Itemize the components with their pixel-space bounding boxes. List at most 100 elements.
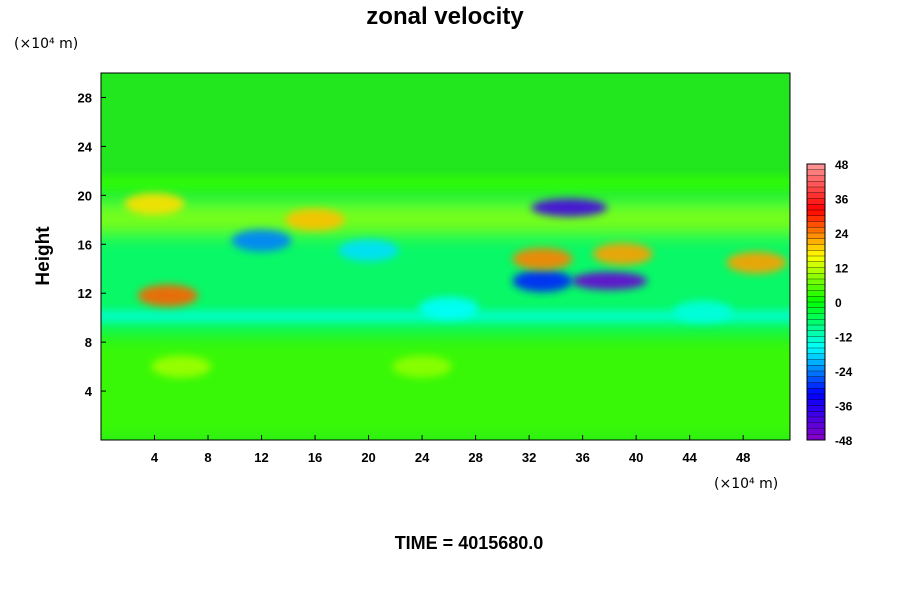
field-band-4 — [101, 337, 790, 440]
field-band-3 — [101, 202, 790, 235]
colorbar-segment — [806, 307, 826, 314]
colorbar-segment — [806, 232, 826, 240]
colorbar-segment — [806, 175, 826, 182]
colorbar-segment — [806, 169, 826, 176]
colorbar-tick-label: 12 — [835, 262, 849, 276]
colorbar — [806, 163, 826, 441]
x-unit-label: (×10⁴ m) — [714, 476, 778, 492]
colorbar-segment — [806, 290, 826, 297]
heatmap-field — [101, 73, 790, 440]
x-tick-label: 48 — [736, 450, 750, 465]
y-tick-label: 4 — [85, 384, 93, 399]
colorbar-tick-label: -36 — [835, 400, 853, 414]
colorbar-segment — [806, 376, 826, 383]
colorbar-tick-label: -12 — [835, 331, 853, 345]
colorbar-segment — [806, 319, 826, 326]
colorbar-segment — [806, 181, 826, 188]
colorbar-segment — [806, 301, 826, 309]
colorbar-segment — [806, 393, 826, 401]
colorbar-segment — [806, 330, 826, 337]
time-label: TIME = 4015680.0 — [395, 533, 544, 553]
field-feature-0 — [531, 198, 608, 217]
colorbar-tick-label: -48 — [835, 434, 853, 448]
colorbar-segment — [806, 244, 826, 251]
y-axis-label: Height — [33, 226, 54, 286]
colorbar-segment — [806, 342, 826, 349]
x-tick-label: 20 — [361, 450, 375, 465]
colorbar-segment — [806, 382, 826, 389]
colorbar-segment — [806, 434, 826, 441]
colorbar-segment — [806, 296, 826, 303]
field-feature-7 — [137, 284, 198, 307]
colorbar-segment — [806, 250, 826, 257]
colorbar-segment — [806, 278, 826, 286]
x-tick-label: 36 — [575, 450, 589, 465]
heatmap-features — [101, 175, 790, 440]
field-feature-9 — [231, 229, 292, 252]
colorbar-ticks: 48 36 24 12 0 -12 -24 -36 -48 — [835, 158, 853, 448]
colorbar-segment — [806, 186, 826, 194]
colorbar-segment — [806, 416, 826, 424]
colorbar-segment — [806, 399, 826, 406]
field-feature-4 — [285, 208, 346, 231]
colorbar-segment — [806, 388, 826, 395]
x-tick-label: 4 — [151, 450, 159, 465]
colorbar-segment — [806, 163, 826, 171]
colorbar-segment — [806, 359, 826, 366]
colorbar-segment — [806, 227, 826, 234]
field-feature-10 — [338, 239, 399, 262]
colorbar-segment — [806, 209, 826, 217]
x-tick-label: 24 — [415, 450, 430, 465]
field-feature-13 — [418, 296, 479, 319]
colorbar-segment — [806, 411, 826, 418]
field-feature-2 — [512, 269, 573, 292]
colorbar-segment — [806, 324, 826, 332]
x-tick-label: 12 — [254, 450, 268, 465]
colorbar-segment — [806, 238, 826, 245]
colorbar-segment — [806, 192, 826, 199]
y-tick-label: 24 — [78, 139, 93, 154]
colorbar-segment — [806, 405, 826, 412]
colorbar-segment — [806, 267, 826, 274]
chart-title: zonal velocity — [366, 3, 524, 30]
x-axis-ticks: 4 8 12 16 20 24 28 32 36 40 44 48 — [151, 435, 750, 465]
colorbar-segment — [806, 204, 826, 211]
colorbar-segment — [806, 347, 826, 355]
colorbar-segment — [806, 198, 826, 205]
colorbar-segment — [806, 221, 826, 228]
x-tick-label: 8 — [204, 450, 211, 465]
x-tick-label: 28 — [468, 450, 482, 465]
field-feature-1 — [571, 271, 648, 290]
colorbar-segment — [806, 370, 826, 378]
colorbar-frame — [806, 163, 826, 441]
colorbar-segment — [806, 273, 826, 280]
y-unit-label: (×10⁴ m) — [14, 36, 78, 52]
field-feature-6 — [592, 243, 653, 266]
y-tick-label: 16 — [78, 237, 92, 252]
field-feature-12 — [392, 355, 453, 378]
x-tick-label: 44 — [682, 450, 697, 465]
colorbar-segment — [806, 422, 826, 429]
y-tick-label: 28 — [78, 90, 92, 105]
colorbar-segment — [806, 261, 826, 268]
colorbar-segment — [806, 336, 826, 343]
colorbar-segment — [806, 365, 826, 372]
field-feature-8 — [726, 251, 787, 274]
field-feature-5 — [512, 247, 573, 270]
field-feature-11 — [151, 355, 212, 378]
x-tick-label: 16 — [308, 450, 322, 465]
y-tick-label: 20 — [78, 188, 92, 203]
colorbar-tick-label: 36 — [835, 193, 849, 207]
colorbar-tick-label: 48 — [835, 158, 849, 172]
colorbar-segment — [806, 353, 826, 360]
colorbar-segment — [806, 215, 826, 222]
x-tick-label: 40 — [629, 450, 643, 465]
colorbar-tick-label: -24 — [835, 365, 853, 379]
y-axis-ticks: 4 8 12 16 20 24 28 — [78, 90, 106, 399]
colorbar-segment — [806, 284, 826, 291]
colorbar-segment — [806, 428, 826, 435]
field-band-0 — [101, 175, 790, 192]
y-tick-label: 12 — [78, 286, 92, 301]
y-tick-label: 8 — [85, 335, 92, 350]
